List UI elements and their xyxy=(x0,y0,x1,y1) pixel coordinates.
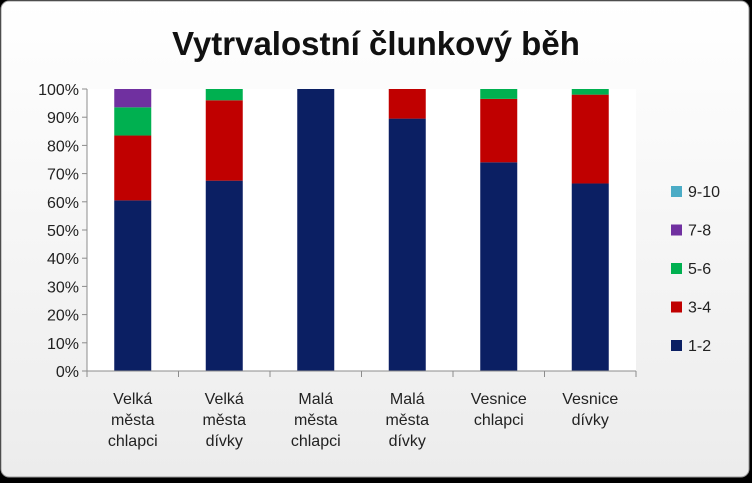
y-tick-label: 70% xyxy=(47,167,79,184)
bar-segment-1-2-cat-5 xyxy=(571,183,609,371)
legend-label: 9-10 xyxy=(688,184,720,201)
y-tick-label: 80% xyxy=(47,138,79,155)
bar-segment-5-6-cat-4 xyxy=(480,89,518,99)
legend-label: 3-4 xyxy=(688,300,711,317)
legend-swatch-7-8 xyxy=(671,224,682,236)
legend-label: 1-2 xyxy=(688,338,711,355)
legend-swatch-1-2 xyxy=(671,340,682,351)
axes-layer: 0% 10% 20% 30% 40% 50% 60% 70% 80% 90% 100% Velká mě… xyxy=(38,82,637,450)
legend: 9-10 7-8 5-6 3-4 1-2 xyxy=(671,184,720,355)
bar-segment-3-4-cat-4 xyxy=(480,98,518,163)
y-tick-label: 40% xyxy=(47,251,79,268)
y-tick-label: 100% xyxy=(38,82,79,99)
bar-segment-7-8-cat-0 xyxy=(114,89,152,108)
bar-segment-1-2-cat-3 xyxy=(388,118,426,371)
x-category-label: Malá města chlapci xyxy=(291,391,341,450)
legend-label: 5-6 xyxy=(688,261,711,278)
bar-segment-5-6-cat-1 xyxy=(205,89,243,101)
y-tick-label: 90% xyxy=(47,110,79,127)
y-tick-label: 0% xyxy=(56,364,79,381)
bar-segment-1-2-cat-4 xyxy=(480,162,518,371)
y-tick-label: 30% xyxy=(47,279,79,296)
legend-swatch-3-4 xyxy=(671,301,682,313)
x-category-label: Vesnice dívky xyxy=(562,391,618,429)
bar-segment-3-4-cat-3 xyxy=(388,89,426,119)
x-category-label: Malá města dívky xyxy=(385,391,429,450)
bars-layer xyxy=(114,89,609,371)
legend-swatch-5-6 xyxy=(671,263,682,274)
x-category-label: Vesnice chlapci xyxy=(471,391,527,429)
y-tick-label: 60% xyxy=(47,195,79,212)
bar-segment-1-2-cat-2 xyxy=(297,89,335,371)
x-category-label: Velká města chlapci xyxy=(108,391,158,450)
bar-segment-1-2-cat-1 xyxy=(205,180,243,371)
plot-area xyxy=(87,89,636,371)
chart-title: Vytrvalostní člunkový běh xyxy=(172,25,580,62)
x-category-label: Velká města dívky xyxy=(202,391,246,450)
bar-segment-5-6-cat-0 xyxy=(114,107,152,136)
y-tick-label: 10% xyxy=(47,336,79,353)
bar-segment-1-2-cat-0 xyxy=(114,200,152,371)
legend-label: 7-8 xyxy=(688,223,711,240)
y-tick-label: 20% xyxy=(47,308,79,325)
bar-segment-5-6-cat-5 xyxy=(571,89,609,95)
y-tick-label: 50% xyxy=(47,223,79,240)
legend-swatch-9-10 xyxy=(671,186,682,197)
bar-segment-3-4-cat-1 xyxy=(205,100,243,181)
bar-segment-3-4-cat-0 xyxy=(114,135,152,201)
bar-segment-3-4-cat-5 xyxy=(571,94,609,184)
